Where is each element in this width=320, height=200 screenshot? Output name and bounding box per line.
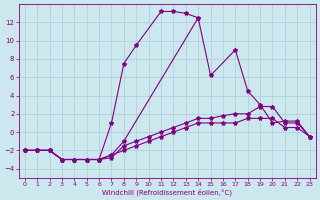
X-axis label: Windchill (Refroidissement éolien,°C): Windchill (Refroidissement éolien,°C) — [102, 188, 232, 196]
